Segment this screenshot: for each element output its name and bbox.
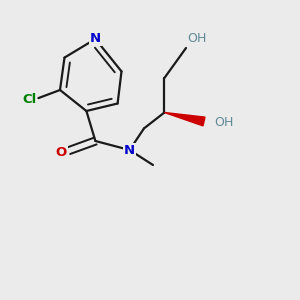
Text: O: O [56, 146, 67, 160]
Text: N: N [90, 32, 101, 46]
Polygon shape [164, 112, 205, 126]
Text: O: O [187, 32, 197, 45]
Text: H: H [196, 32, 206, 46]
Text: O: O [215, 116, 224, 129]
Text: Cl: Cl [22, 93, 37, 106]
Text: H: H [223, 116, 233, 130]
Text: N: N [124, 143, 135, 157]
